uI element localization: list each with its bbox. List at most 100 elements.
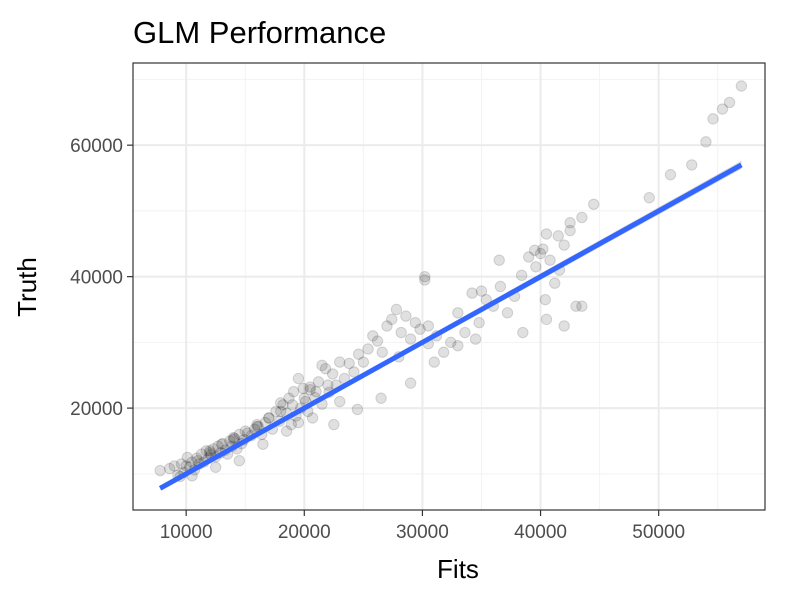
data-point [163,462,176,475]
data-point [558,320,570,332]
data-point [452,307,464,319]
y-tick-label: 40000 [70,268,123,289]
data-point [362,343,374,355]
data-point [204,445,216,457]
data-point [233,454,246,467]
data-point [263,412,275,424]
data-point [375,392,387,404]
y-tick-label: 60000 [70,136,123,157]
data-point [304,384,316,396]
data-point [414,323,426,335]
data-point [274,405,287,418]
data-point [570,300,582,312]
data-point [181,451,194,464]
data-point [664,169,677,181]
data-point [270,405,282,418]
data-point [233,428,246,441]
data-point [723,96,736,109]
data-point [357,356,370,368]
data-point [501,307,514,319]
data-point [274,397,287,409]
data-point [515,269,528,282]
data-point [716,103,729,115]
plot-panel-border [132,62,766,511]
data-point [215,438,228,450]
x-axis-title: Fits [437,554,479,584]
data-point [459,326,471,339]
data-point [419,270,431,283]
data-point [404,333,417,345]
data-point [422,320,435,332]
data-point [286,399,299,411]
data-point [558,239,570,251]
data-point [351,403,364,416]
data-point [404,377,417,389]
data-point [200,445,212,457]
data-point [735,80,748,92]
chart-title: GLM Performance [133,15,386,50]
x-tick-label: 10000 [160,522,213,543]
data-point [257,438,269,450]
data-point [298,392,310,404]
data-point [283,392,295,404]
data-point [540,228,553,240]
data-point [549,277,561,289]
data-point [292,416,305,429]
data-point [395,326,407,339]
x-tick-label: 40000 [514,522,567,543]
data-point [544,254,556,266]
data-point [371,335,384,347]
data-point [287,385,300,398]
data-point [534,247,547,260]
data-point [263,412,275,424]
data-point [707,113,719,125]
data-point [312,376,325,388]
data-point [540,313,553,326]
data-point [528,244,541,257]
data-point [322,379,334,391]
data-point [306,412,319,424]
data-point [319,362,332,375]
smooth-layer [158,160,743,491]
data-point [316,359,328,372]
data-point [304,381,316,393]
data-point [224,435,236,447]
data-point [228,432,241,445]
data-point [154,464,166,477]
data-point [239,425,251,437]
data-point [217,437,229,450]
data-point [643,192,655,204]
data-point [348,366,360,378]
data-point [328,418,340,431]
data-point [195,448,208,460]
data-point [445,336,457,349]
data-point [227,431,240,444]
data-point [419,274,431,286]
x-tick-label: 50000 [632,522,685,543]
data-point [390,303,403,316]
data-point [381,320,393,332]
data-point [576,211,588,224]
data-point [376,346,388,358]
data-point [517,326,529,339]
data-point [473,316,485,329]
data-point [409,316,422,329]
data-point [428,356,440,368]
data-point [297,382,309,395]
y-axis-title: Truth [12,257,42,317]
data-point [277,399,289,411]
data-point [552,230,564,242]
data-point [466,287,478,299]
y-axis-ticks: 20000 40000 60000 [70,136,133,420]
data-point [326,368,339,380]
data-point [576,300,588,312]
data-point [212,440,224,452]
data-point [564,224,576,237]
data-point [280,425,293,437]
data-point [700,136,712,148]
regression-line [158,162,743,491]
data-point [386,313,398,326]
data-point [285,418,297,431]
y-tick-label: 20000 [70,399,123,420]
